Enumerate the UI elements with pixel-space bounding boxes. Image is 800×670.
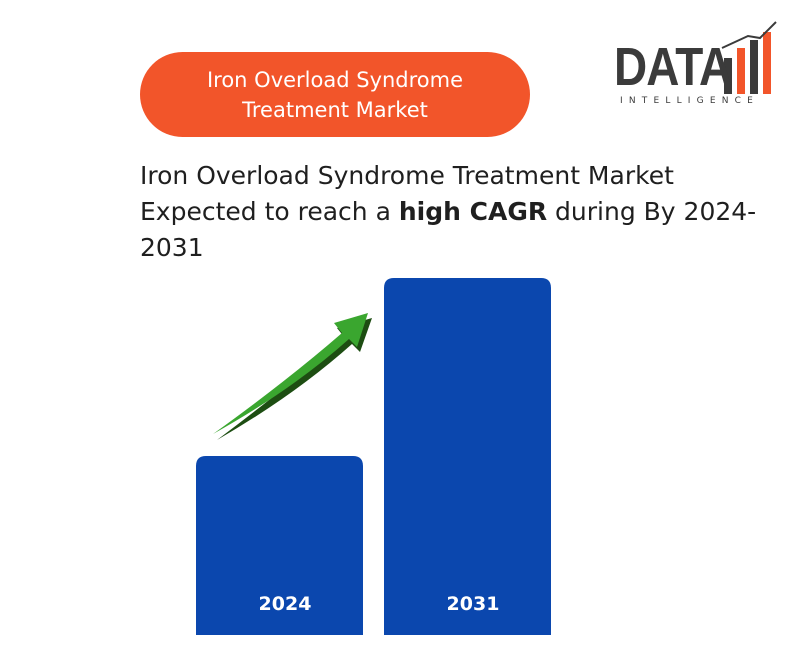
headline-emphasis: high CAGR <box>398 197 548 226</box>
headline-line: Expected to reach a high CAGR during By … <box>140 194 756 230</box>
badge-line: Iron Overload Syndrome <box>206 67 464 92</box>
bar-label: 2031 <box>447 593 500 615</box>
logo-word: DATA <box>614 37 732 97</box>
bar-label: 2024 <box>259 593 312 615</box>
badge-line: Treatment Market <box>242 97 428 122</box>
bar-shape <box>196 456 363 635</box>
growth-arrow <box>213 313 368 434</box>
logo-tagline: INTELLIGENCE <box>620 96 760 106</box>
headline-text: during By 2024- <box>547 197 757 226</box>
headline-text: Expected to reach a <box>140 197 399 226</box>
headline-line: 2031 <box>140 233 204 262</box>
headline-line: Iron Overload Syndrome Treatment Market <box>140 161 674 190</box>
logo-icon <box>721 21 777 94</box>
title-badge: Iron Overload Syndrome Treatment Market <box>140 52 530 137</box>
headline: Iron Overload Syndrome Treatment Market … <box>140 158 756 266</box>
bar-shape <box>384 278 551 635</box>
